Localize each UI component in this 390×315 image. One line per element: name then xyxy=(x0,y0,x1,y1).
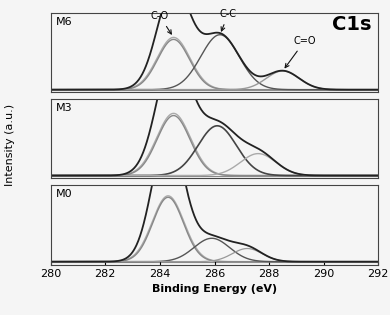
Text: M0: M0 xyxy=(56,189,72,199)
Text: C1s: C1s xyxy=(332,15,372,34)
Text: C-C: C-C xyxy=(220,9,237,31)
Text: M3: M3 xyxy=(56,103,72,113)
Text: M6: M6 xyxy=(56,17,72,26)
Text: C=O: C=O xyxy=(285,36,316,68)
Text: C-O: C-O xyxy=(151,11,171,34)
Text: Intensity (a.u.): Intensity (a.u.) xyxy=(5,104,15,186)
X-axis label: Binding Energy (eV): Binding Energy (eV) xyxy=(152,284,277,294)
